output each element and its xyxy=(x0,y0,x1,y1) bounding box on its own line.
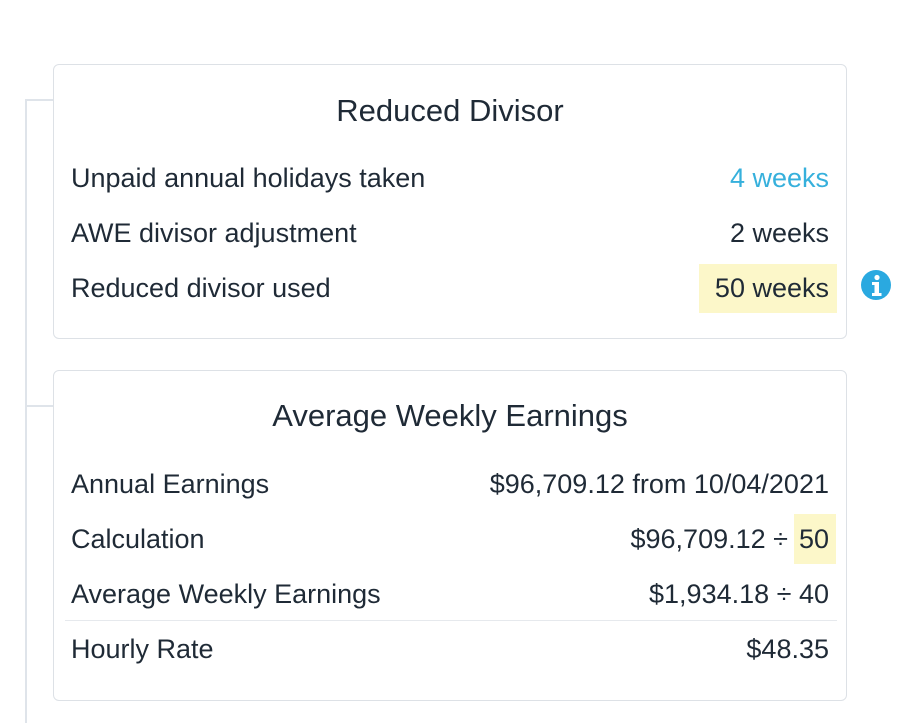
row-separator xyxy=(65,620,837,621)
tree-line xyxy=(25,100,27,723)
row-value: $1,934.18 ÷ 40 xyxy=(649,578,829,610)
highlighted-value: 50 weeks xyxy=(698,264,837,313)
row-value: 4 weeks xyxy=(730,162,829,194)
highlighted-value: 50 xyxy=(793,514,836,564)
card-title: Average Weekly Earnings xyxy=(272,398,628,433)
value-text: 2 weeks xyxy=(729,218,829,248)
row-label: Unpaid annual holidays taken xyxy=(71,163,426,193)
row-label: Average Weekly Earnings xyxy=(71,579,381,609)
row-label: AWE divisor adjustment xyxy=(71,218,357,248)
row-value: $48.35 xyxy=(746,633,829,665)
value-text: 4 weeks xyxy=(729,163,829,193)
row-value: 2 weeks xyxy=(730,217,829,249)
value-text: $1,934.18 ÷ 40 xyxy=(649,579,829,609)
row-value: 50 weeks xyxy=(698,264,837,313)
value-text: $48.35 xyxy=(746,634,829,664)
reduced-divisor-card: Reduced Divisor Unpaid annual holidays t… xyxy=(53,64,847,339)
card-title: Reduced Divisor xyxy=(336,93,564,128)
value-text: $96,709.12 ÷ xyxy=(630,524,788,554)
row-value: $96,709.12 from 10/04/2021 xyxy=(490,468,829,500)
info-icon[interactable] xyxy=(860,269,892,301)
row-label: Reduced divisor used xyxy=(71,273,331,303)
tree-connector xyxy=(25,99,53,101)
row-label: Calculation xyxy=(71,524,205,554)
row-value: $96,709.12 ÷ 50 xyxy=(630,514,836,564)
value-text: $96,709.12 from 10/04/2021 xyxy=(489,469,829,499)
row-label: Hourly Rate xyxy=(71,634,214,664)
average-weekly-earnings-card: Average Weekly Earnings Annual Earnings … xyxy=(53,370,847,701)
row-label: Annual Earnings xyxy=(71,469,270,499)
tree-connector xyxy=(25,405,53,407)
